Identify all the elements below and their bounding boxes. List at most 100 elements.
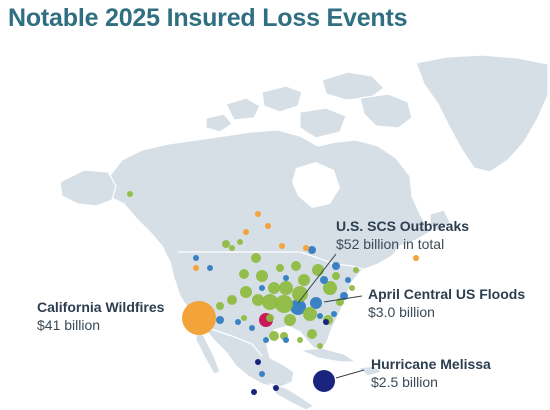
page-title: Notable 2025 Insured Loss Events	[8, 4, 408, 32]
wildfire-marker	[303, 245, 309, 251]
callout-wildfires-value: $41 billion	[37, 317, 101, 333]
scs-marker	[323, 281, 337, 295]
scs-marker	[269, 331, 279, 341]
wildfire-marker	[279, 243, 285, 249]
flood-marker	[259, 285, 265, 291]
callout-hurricane-melissa: Hurricane Melissa $2.5 billion	[371, 356, 491, 391]
north-america-mainland	[107, 129, 431, 389]
flood-marker	[345, 277, 351, 283]
scs-marker	[240, 286, 252, 298]
scs-marker	[241, 315, 247, 321]
hudson-bay	[292, 162, 340, 208]
wildfire-marker	[265, 223, 271, 229]
flood-marker	[207, 265, 213, 271]
scs-marker	[298, 274, 310, 286]
flood-marker	[259, 371, 265, 377]
leader-floods	[323, 295, 363, 303]
flood-marker	[283, 275, 289, 281]
callout-scs-outbreaks: U.S. SCS Outbreaks $52 billion in total	[336, 218, 469, 253]
scs-marker	[239, 269, 249, 279]
arctic-island-5	[299, 107, 347, 139]
callout-melissa-value: $2.5 billion	[371, 374, 438, 390]
central-america-shape	[268, 383, 316, 410]
arctic-island-2	[359, 93, 413, 129]
flood-marker	[332, 262, 340, 270]
newfoundland-shape	[429, 209, 451, 233]
flood-marker	[216, 316, 224, 324]
scs-marker	[284, 314, 296, 326]
callout-scs-value: $52 billion in total	[336, 236, 445, 252]
scs-marker	[262, 294, 278, 310]
land-masses	[59, 54, 549, 410]
flood-marker	[317, 313, 323, 319]
scs-marker	[251, 253, 261, 263]
flood-marker	[249, 325, 255, 331]
hurricane-melissa-marker	[313, 370, 335, 392]
flood-marker	[193, 255, 199, 261]
scs-marker	[276, 264, 284, 272]
leader-melissa	[335, 369, 365, 379]
scs-marker	[268, 282, 280, 294]
arctic-island-6	[205, 113, 233, 133]
scs-marker	[275, 295, 293, 313]
scs-marker	[127, 191, 133, 197]
scs-marker	[349, 285, 355, 291]
hispaniola-shape	[356, 365, 384, 377]
wildfire-marker	[413, 255, 419, 261]
scs-marker	[332, 272, 340, 280]
scs-marker	[312, 264, 324, 276]
flood-marker	[310, 297, 322, 309]
tropical-marker	[255, 359, 261, 365]
scs-marker	[229, 245, 235, 251]
wildfire-marker	[243, 229, 249, 235]
tropical-marker	[323, 319, 329, 325]
california-wildfires-marker	[182, 301, 216, 335]
scs-marker	[216, 302, 224, 310]
scs-marker	[222, 240, 230, 248]
scs-marker	[303, 307, 317, 321]
callout-floods-value: $3.0 billion	[368, 304, 435, 320]
scs-marker	[227, 295, 237, 305]
scs-marker	[266, 314, 274, 322]
callout-wildfires-name: California Wildfires	[37, 299, 165, 315]
flood-marker	[235, 319, 241, 325]
scs-marker	[279, 281, 293, 295]
arctic-island-3	[261, 85, 303, 113]
scs-marker	[297, 337, 303, 343]
leader-lines	[297, 253, 365, 379]
scs-marker	[252, 294, 264, 306]
tropical-marker	[273, 385, 279, 391]
events-layer	[127, 191, 419, 395]
cuba-shape	[297, 347, 358, 363]
scs-marker	[292, 286, 308, 302]
scs-marker	[291, 261, 301, 271]
callout-scs-name: U.S. SCS Outbreaks	[336, 218, 470, 234]
callout-floods-name: April Central US Floods	[368, 286, 526, 302]
scs-marker	[307, 329, 317, 339]
wildfire-marker	[255, 211, 261, 217]
flood-marker	[263, 337, 269, 343]
callout-california-wildfires: California Wildfires $41 billion	[37, 299, 164, 334]
callout-april-floods: April Central US Floods $3.0 billion	[368, 286, 525, 321]
april-floods-marker	[290, 299, 306, 315]
flood-marker	[308, 246, 316, 254]
scs-marker	[237, 239, 243, 245]
scs-marker	[317, 343, 323, 349]
arctic-island-1	[321, 71, 385, 101]
baja-shape	[195, 328, 221, 375]
scs-marker	[256, 270, 268, 282]
flood-marker	[331, 311, 337, 317]
tropical-marker	[251, 389, 257, 395]
arctic-island-4	[225, 97, 261, 121]
greenland-shape	[415, 54, 549, 173]
scs-marker	[353, 267, 359, 273]
leader-scs	[297, 253, 337, 304]
flood-marker	[283, 337, 289, 343]
callout-melissa-name: Hurricane Melissa	[371, 356, 491, 372]
us-canada-border	[178, 251, 367, 271]
wildfire-marker	[193, 265, 199, 271]
flood-marker	[320, 276, 328, 284]
flood-marker	[340, 292, 348, 300]
alaska-shape	[59, 169, 117, 207]
